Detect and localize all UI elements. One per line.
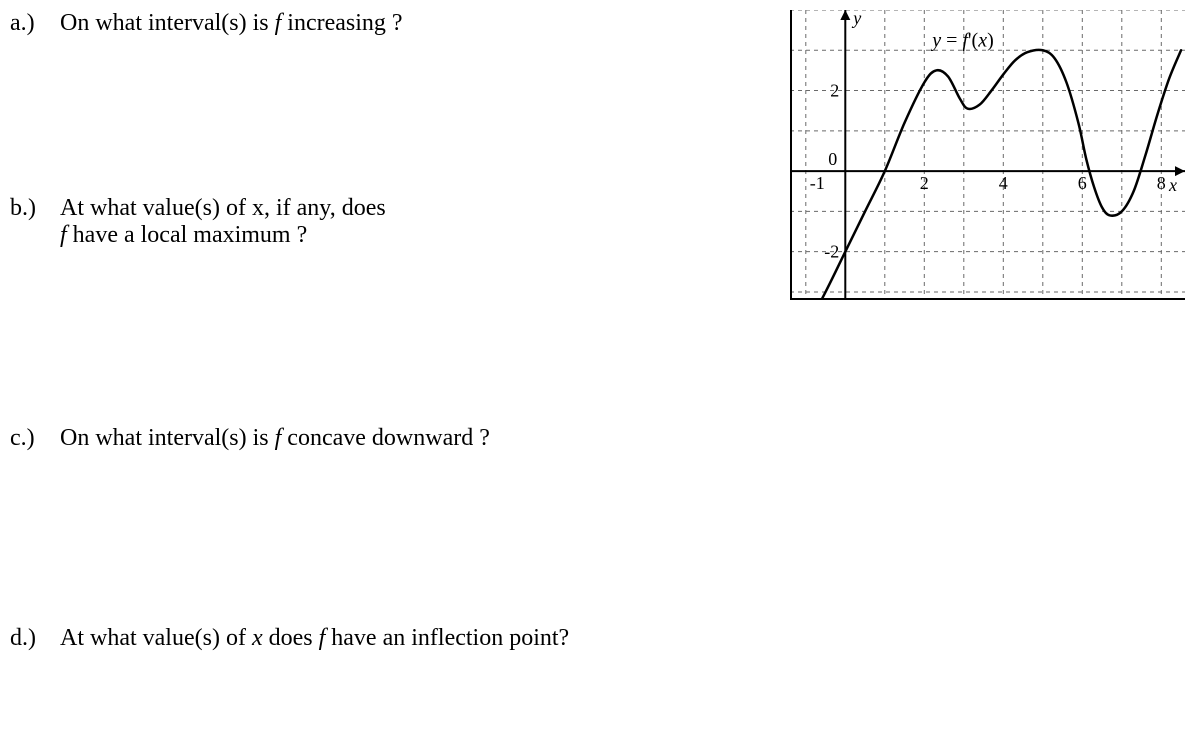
question-d: d.) At what value(s) of x does f have an… <box>10 625 569 652</box>
qd-text-after: have an inflection point? <box>325 625 569 651</box>
question-c-text: On what interval(s) is f concave downwar… <box>60 425 490 452</box>
question-b: b.) At what value(s) of x, if any, does … <box>10 195 386 249</box>
graph-svg: -10 2 4 6 8 2 -2 y x y = f'(x) <box>790 10 1185 300</box>
question-c-label: c.) <box>10 425 60 452</box>
svg-text:6: 6 <box>1078 173 1087 193</box>
qd-text-mid: does <box>263 625 319 651</box>
svg-text:2: 2 <box>920 173 929 193</box>
svg-text:-1: -1 <box>810 173 825 193</box>
svg-text:x: x <box>1168 175 1177 195</box>
svg-text:y: y <box>851 10 861 28</box>
qd-text-before: At what value(s) of <box>60 625 252 651</box>
question-b-label: b.) <box>10 195 60 222</box>
svg-text:8: 8 <box>1157 173 1166 193</box>
question-a-label: a.) <box>10 10 60 37</box>
svg-text:0: 0 <box>828 149 837 169</box>
graph-container: -10 2 4 6 8 2 -2 y x y = f'(x) <box>790 10 1185 300</box>
question-d-label: d.) <box>10 625 60 652</box>
question-c: c.) On what interval(s) is f concave dow… <box>10 425 490 452</box>
question-d-text: At what value(s) of x does f have an inf… <box>60 625 569 652</box>
qb-f: f <box>60 222 67 248</box>
svg-text:y = f'(x): y = f'(x) <box>930 29 994 51</box>
qa-text-before: On what interval(s) is <box>60 10 275 36</box>
qc-text-after: concave downward ? <box>281 425 490 451</box>
svg-text:4: 4 <box>999 173 1008 193</box>
svg-text:2: 2 <box>830 81 839 101</box>
question-a: a.) On what interval(s) is f increasing … <box>10 10 403 37</box>
svg-text:-2: -2 <box>824 242 839 262</box>
qb-line2-after: have a local maximum ? <box>67 222 308 248</box>
qc-text-before: On what interval(s) is <box>60 425 275 451</box>
question-b-text: At what value(s) of x, if any, does f ha… <box>60 195 386 249</box>
qa-text-after: increasing ? <box>281 10 402 36</box>
question-a-text: On what interval(s) is f increasing ? <box>60 10 403 37</box>
qd-x: x <box>252 625 263 651</box>
qb-line1: At what value(s) of x, if any, does <box>60 195 386 221</box>
